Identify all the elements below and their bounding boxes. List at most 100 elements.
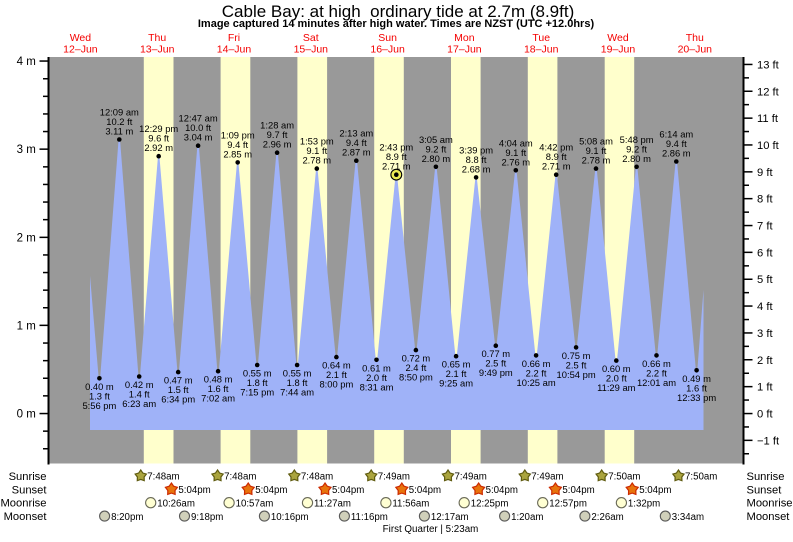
svg-text:Mon: Mon [454, 32, 475, 44]
svg-text:Thu: Thu [148, 32, 166, 44]
svg-text:2.4 ft: 2.4 ft [405, 362, 426, 373]
svg-text:0.61 m: 0.61 m [362, 362, 391, 373]
svg-text:12:09 am: 12:09 am [100, 107, 139, 118]
svg-text:5:56 pm: 5:56 pm [82, 400, 116, 411]
svg-text:9.1 ft: 9.1 ft [505, 147, 526, 158]
svg-text:7:02 am: 7:02 am [201, 393, 235, 404]
svg-text:2.78 m: 2.78 m [302, 155, 331, 166]
svg-text:8:50 pm: 8:50 pm [399, 372, 433, 383]
svg-text:2:26am: 2:26am [591, 512, 623, 523]
svg-text:19–Jun: 19–Jun [601, 44, 636, 56]
svg-text:5:04pm: 5:04pm [178, 485, 210, 496]
svg-text:4:42 pm: 4:42 pm [539, 142, 573, 153]
svg-text:Sun: Sun [378, 32, 397, 44]
svg-text:7:49am: 7:49am [531, 472, 563, 483]
svg-text:1:32pm: 1:32pm [628, 499, 660, 510]
svg-text:1:28 am: 1:28 am [260, 120, 294, 131]
svg-text:10:25 am: 10:25 am [517, 377, 556, 388]
svg-text:6:34 pm: 6:34 pm [161, 394, 195, 405]
svg-text:2.78 m: 2.78 m [582, 155, 611, 166]
svg-text:10.2 ft: 10.2 ft [106, 116, 132, 127]
svg-text:2.80 m: 2.80 m [422, 153, 451, 164]
svg-text:11 ft: 11 ft [757, 113, 779, 125]
svg-text:Image captured 14 minutes afte: Image captured 14 minutes after high wat… [198, 18, 595, 30]
svg-text:15–Jun: 15–Jun [294, 44, 329, 56]
svg-text:2 m: 2 m [17, 232, 36, 244]
svg-text:1.3 ft: 1.3 ft [89, 390, 110, 401]
svg-text:Wed: Wed [70, 32, 92, 44]
svg-text:6 ft: 6 ft [757, 247, 773, 259]
svg-text:0.47 m: 0.47 m [164, 375, 193, 386]
svg-text:1.6 ft: 1.6 ft [208, 383, 229, 394]
svg-text:Tue: Tue [532, 32, 550, 44]
svg-text:12:29 pm: 12:29 pm [139, 123, 178, 134]
svg-text:3 m: 3 m [17, 144, 36, 156]
svg-text:8 ft: 8 ft [757, 194, 773, 206]
svg-text:Wed: Wed [607, 32, 629, 44]
svg-text:Moonset: Moonset [4, 511, 48, 523]
svg-text:1:09 pm: 1:09 pm [221, 129, 255, 140]
svg-text:12:01 am: 12:01 am [637, 377, 676, 388]
svg-text:20–Jun: 20–Jun [678, 44, 713, 56]
svg-text:4 ft: 4 ft [757, 301, 773, 313]
svg-text:0.66 m: 0.66 m [642, 358, 671, 369]
svg-text:1 m: 1 m [17, 320, 36, 332]
svg-text:3.04 m: 3.04 m [184, 132, 213, 143]
svg-text:7:48am: 7:48am [301, 472, 333, 483]
svg-text:Sat: Sat [303, 32, 319, 44]
svg-text:9.1 ft: 9.1 ft [586, 145, 607, 156]
svg-text:8.9 ft: 8.9 ft [386, 151, 407, 162]
svg-text:3 ft: 3 ft [757, 328, 773, 340]
svg-text:Moonset: Moonset [747, 511, 791, 523]
svg-text:0.42 m: 0.42 m [125, 379, 154, 390]
svg-text:2.68 m: 2.68 m [462, 163, 491, 174]
svg-text:11:29 am: 11:29 am [597, 382, 636, 393]
svg-text:Fri: Fri [228, 32, 240, 44]
svg-text:9.7 ft: 9.7 ft [267, 129, 288, 140]
svg-text:Sunrise: Sunrise [747, 471, 785, 483]
svg-text:2.1 ft: 2.1 ft [446, 368, 467, 379]
svg-text:2.5 ft: 2.5 ft [485, 358, 506, 369]
svg-text:6:14 am: 6:14 am [659, 129, 693, 140]
svg-text:7:50am: 7:50am [685, 472, 717, 483]
svg-text:2 ft: 2 ft [757, 355, 773, 367]
svg-text:0.65 m: 0.65 m [442, 359, 471, 370]
svg-text:3:34am: 3:34am [672, 512, 704, 523]
svg-text:Cable Bay: at high ordinary t: Cable Bay: at high ordinary tide at 2.7m… [222, 2, 574, 21]
svg-text:5:04pm: 5:04pm [562, 485, 594, 496]
svg-text:Moonrise: Moonrise [747, 498, 793, 510]
svg-text:0.48 m: 0.48 m [204, 374, 233, 385]
svg-text:1.4 ft: 1.4 ft [129, 389, 150, 400]
svg-text:2.1 ft: 2.1 ft [326, 369, 347, 380]
svg-text:9.4 ft: 9.4 ft [346, 137, 367, 148]
svg-text:8:20pm: 8:20pm [111, 512, 143, 523]
svg-text:2.2 ft: 2.2 ft [646, 367, 667, 378]
svg-text:Moonrise: Moonrise [0, 498, 46, 510]
svg-text:2.76 m: 2.76 m [501, 156, 530, 167]
svg-text:11:16pm: 11:16pm [351, 512, 388, 523]
svg-text:12:25pm: 12:25pm [471, 499, 509, 510]
svg-text:5:04pm: 5:04pm [332, 485, 364, 496]
svg-text:5:04pm: 5:04pm [486, 485, 518, 496]
svg-text:2.2 ft: 2.2 ft [526, 367, 547, 378]
svg-text:5 ft: 5 ft [757, 274, 773, 286]
svg-text:9:25 am: 9:25 am [439, 378, 473, 389]
svg-text:4:04 am: 4:04 am [499, 137, 533, 148]
svg-text:0.72 m: 0.72 m [402, 353, 431, 364]
svg-text:9.6 ft: 9.6 ft [148, 133, 169, 144]
svg-text:3:39 pm: 3:39 pm [459, 144, 493, 155]
svg-text:8:31 am: 8:31 am [360, 381, 394, 392]
svg-text:12 ft: 12 ft [757, 86, 780, 98]
svg-text:2.5 ft: 2.5 ft [566, 359, 587, 370]
svg-text:11:56am: 11:56am [392, 499, 429, 510]
svg-text:16–Jun: 16–Jun [370, 44, 405, 56]
svg-text:2.80 m: 2.80 m [622, 153, 651, 164]
svg-text:−1 ft: −1 ft [757, 435, 780, 447]
svg-text:7:48am: 7:48am [147, 472, 179, 483]
svg-text:10:54 pm: 10:54 pm [557, 369, 596, 380]
svg-text:7 ft: 7 ft [757, 221, 773, 233]
svg-text:2.71 m: 2.71 m [542, 161, 571, 172]
svg-text:0.55 m: 0.55 m [283, 368, 312, 379]
svg-text:1:20am: 1:20am [511, 512, 543, 523]
svg-text:2.86 m: 2.86 m [662, 148, 691, 159]
